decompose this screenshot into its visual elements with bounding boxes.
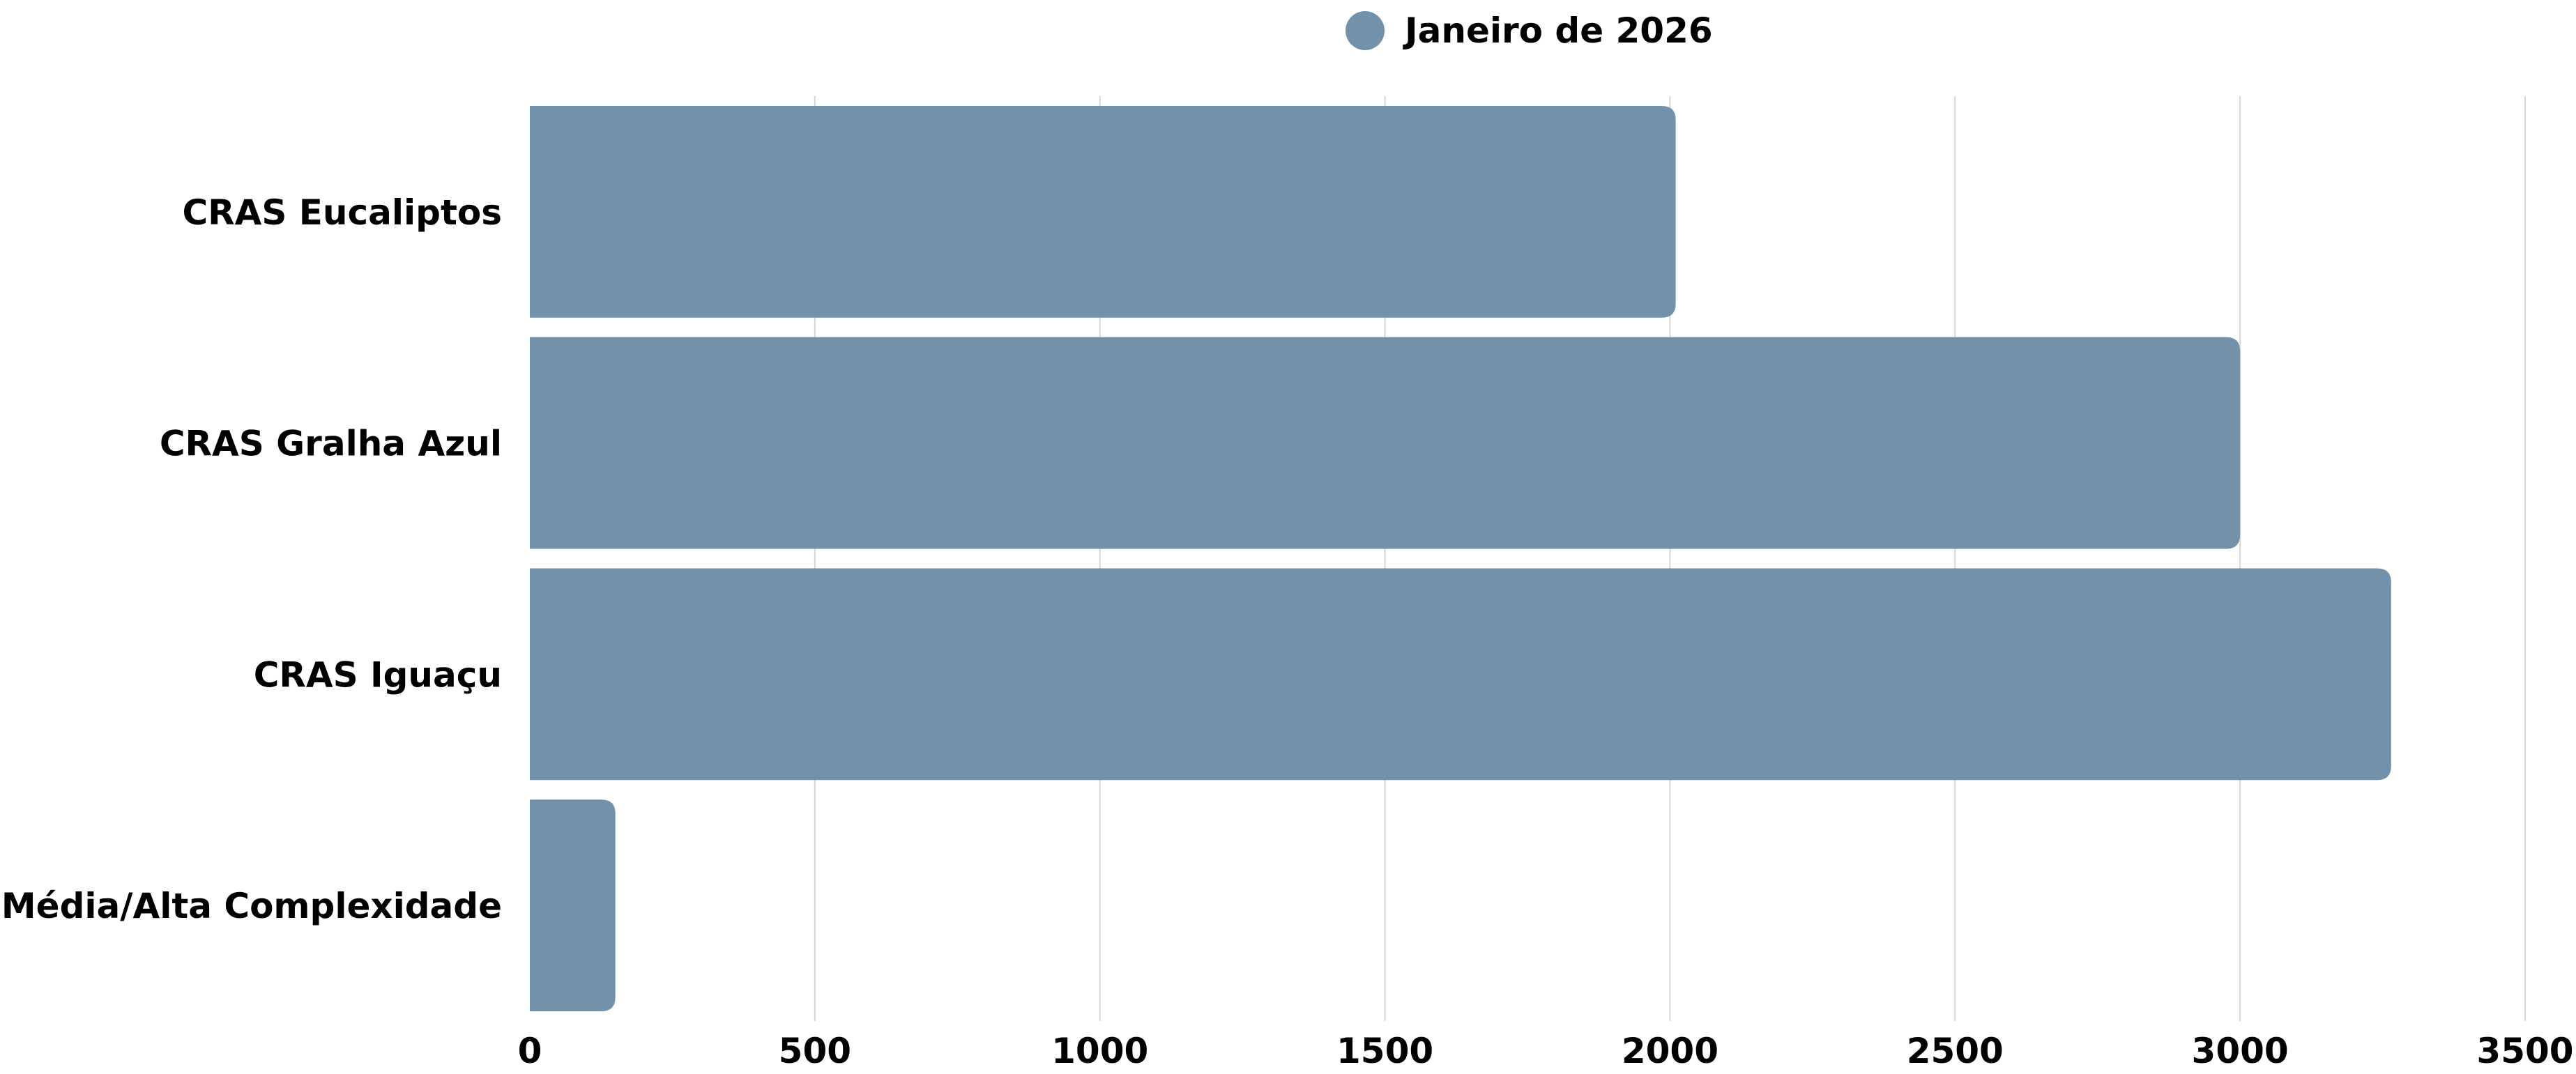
x-tick-label: 1500	[1336, 1031, 1433, 1071]
x-tick-label: 500	[779, 1031, 851, 1071]
category-labels: CRAS Eucaliptos CRAS Gralha Azul CRAS Igua…	[1, 192, 502, 926]
legend-label: Janeiro de 2026	[1403, 10, 1713, 51]
category-label: CRAS Eucaliptos	[182, 192, 502, 233]
x-tick-label: 3000	[2192, 1031, 2289, 1071]
bars	[530, 106, 2391, 1011]
x-tick-label: 2000	[1622, 1031, 1718, 1071]
x-tick-label: 2500	[1907, 1031, 2004, 1071]
x-tick-label: 3500	[2476, 1031, 2573, 1071]
bar	[530, 799, 616, 1011]
bar	[530, 568, 2391, 781]
bar	[530, 337, 2241, 549]
category-label: CRAS Iguaçu	[254, 654, 502, 695]
x-axis-ticks: 0 500 1000 1500 2000 2500 3000 3500	[518, 1031, 2574, 1071]
category-label: CRAS Gralha Azul	[160, 424, 502, 464]
category-label: Média/Alta Complexidade	[1, 886, 502, 926]
legend-swatch	[1346, 11, 1385, 50]
bar	[530, 106, 1676, 318]
x-tick-label: 1000	[1051, 1031, 1148, 1071]
x-tick-label: 0	[518, 1031, 542, 1071]
legend: Janeiro de 2026	[1346, 10, 1713, 51]
